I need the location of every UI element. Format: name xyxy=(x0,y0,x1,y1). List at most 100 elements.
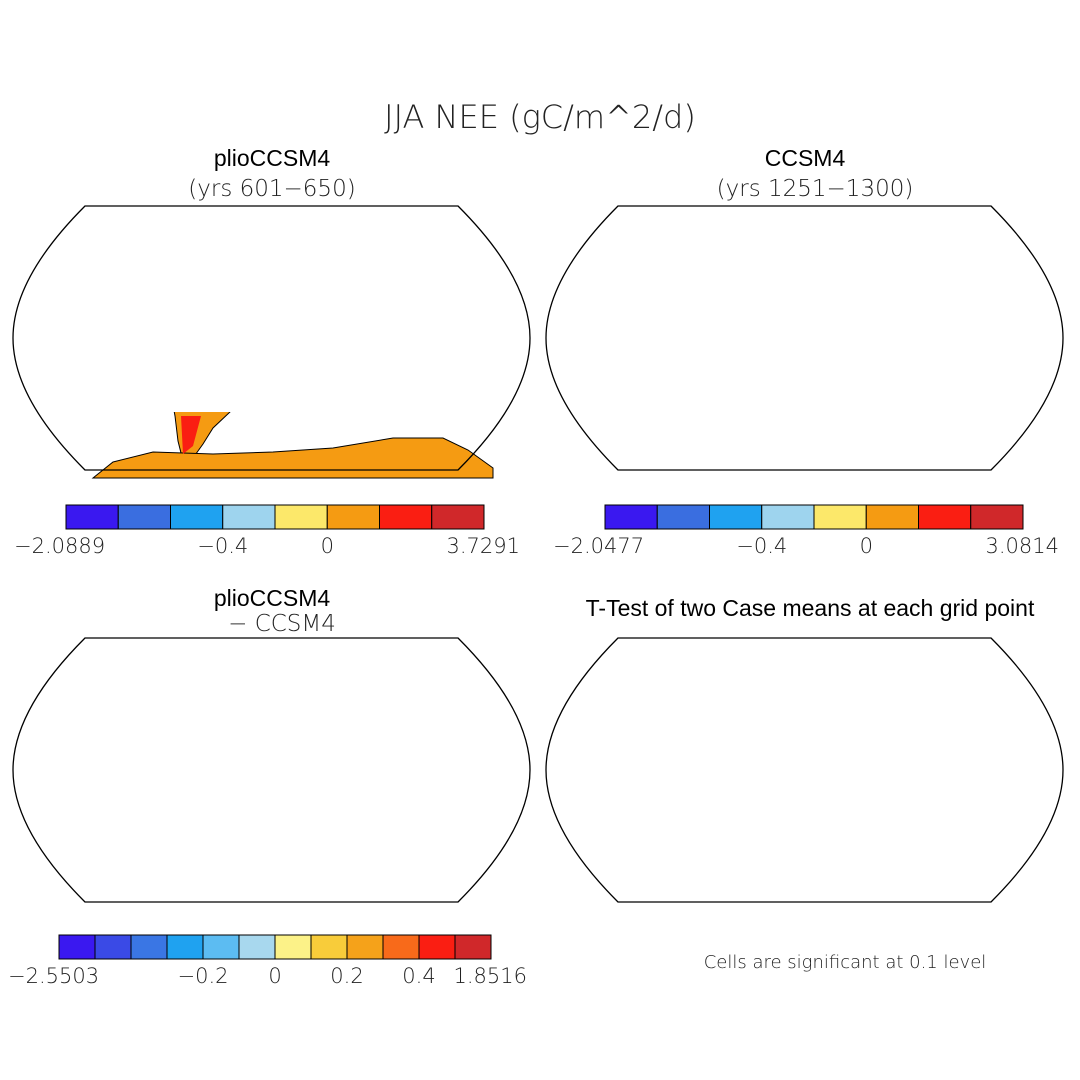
india-red xyxy=(911,304,934,328)
colorbar-swatch xyxy=(813,504,867,530)
eurasia-yellow xyxy=(368,276,413,296)
na-lightblue-region xyxy=(83,241,143,294)
na-lightblue xyxy=(686,276,721,301)
colorbar-ccsm4: −2.0477 −0.4 0 3.0814 xyxy=(553,504,1059,558)
colorbar-swatch xyxy=(418,934,456,960)
na-blue xyxy=(163,693,198,724)
eurasia-blue xyxy=(268,670,303,692)
africa-red-band xyxy=(281,758,343,764)
colorbar-swatch xyxy=(274,934,312,960)
eurasia-cyan-region xyxy=(313,266,413,294)
antarctica-yellow xyxy=(93,870,493,910)
sa-south-red xyxy=(181,850,198,878)
na-blue-region xyxy=(141,238,208,294)
na-blue-region xyxy=(676,238,741,286)
seasia-blue xyxy=(948,318,971,334)
australia-yellow xyxy=(443,374,491,396)
africa-yellow-band xyxy=(814,318,878,332)
colorbar-swatch xyxy=(222,504,276,530)
colorbar-tick-label: 0 xyxy=(860,534,873,558)
colorbar-tick-label: −0.4 xyxy=(197,534,248,558)
colorbar-swatch xyxy=(238,934,276,960)
eurasia-yellow xyxy=(313,672,358,690)
antarctica-outline xyxy=(626,870,1026,910)
africa-red xyxy=(836,338,871,378)
panel-plio: plioCCSM4 (yrs 601−650) xyxy=(12,145,531,478)
panel-title: T-Test of two Case means at each grid po… xyxy=(586,595,1035,621)
colorbar-tick-label: −0.4 xyxy=(736,534,787,558)
colorbar-swatch xyxy=(709,504,763,530)
colorbar-swatch xyxy=(274,504,328,530)
colorbar-tick-label: 3.7291 xyxy=(447,534,520,558)
africa-deepblue xyxy=(315,346,329,366)
panel-title: plioCCSM4 xyxy=(214,585,331,611)
india-yellow xyxy=(378,736,401,760)
na-red-region xyxy=(654,302,691,330)
panel-subtitle: − CCSM4 xyxy=(228,611,336,637)
colorbar-swatch xyxy=(970,504,1024,530)
sa-south-red xyxy=(181,416,201,454)
panel-title: CCSM4 xyxy=(765,145,846,171)
greenland-yellow xyxy=(173,652,235,680)
colorbar-swatch xyxy=(454,934,492,960)
colorbar-swatch xyxy=(604,504,658,530)
map-plio xyxy=(26,234,530,478)
land-nee xyxy=(604,220,1031,478)
colorbar-swatch xyxy=(170,504,224,530)
na-red-region xyxy=(123,306,163,334)
colorbar-tick-label: −2.5503 xyxy=(8,964,99,988)
land-significant xyxy=(604,652,1031,893)
colorbar-tick-label: 0.2 xyxy=(330,964,363,988)
figure-title: JJA NEE (gC/m^2/d) xyxy=(384,98,696,136)
map-difference xyxy=(13,638,530,910)
colorbar-tick-label: 0 xyxy=(268,964,281,988)
colorbar-swatch xyxy=(761,504,815,530)
africa-yellow xyxy=(275,736,345,756)
eurasia-blue-region xyxy=(293,234,468,274)
colorbar-swatch xyxy=(656,504,710,530)
colorbar-swatch xyxy=(310,934,348,960)
colorbar-plio: −2.0889 −0.4 0 3.7291 xyxy=(14,504,520,558)
map-ccsm4 xyxy=(546,206,1063,478)
colorbar-difference: −2.5503 −0.2 0 0.2 0.4 1.8516 xyxy=(8,934,527,988)
panel-ccsm4: CCSM4 (yrs 1251−1300) xyxy=(545,145,1064,478)
colorbar-tick-label: −0.2 xyxy=(178,964,229,988)
australia-yellow xyxy=(443,806,491,828)
panel-ttest: T-Test of two Case means at each grid po… xyxy=(545,595,1064,973)
india-red xyxy=(378,304,401,328)
eurasia-cyan-region xyxy=(841,262,956,296)
sa-red-region xyxy=(714,374,758,416)
colorbar-swatch xyxy=(346,934,384,960)
colorbar-tick-label: 0.4 xyxy=(402,964,435,988)
africa-yellow-band xyxy=(281,318,345,332)
sa-red xyxy=(193,810,221,836)
na-orange xyxy=(138,720,163,742)
eurasia-red xyxy=(373,680,428,698)
panel-difference: plioCCSM4 − CCSM4 xyxy=(12,585,531,910)
colorbar-swatch xyxy=(382,934,420,960)
colorbar-tick-label: 0 xyxy=(321,534,334,558)
land-not-significant xyxy=(632,674,1008,864)
sa-red-region xyxy=(188,376,228,411)
colorbar-tick-label: −2.0477 xyxy=(553,534,644,558)
africa-blue-region xyxy=(301,336,338,376)
colorbar-tick-label: 1.8516 xyxy=(454,964,527,988)
panel-title: plioCCSM4 xyxy=(214,145,331,171)
colorbar-swatch xyxy=(326,504,380,530)
na-cyan-region xyxy=(616,241,676,286)
sa-blue xyxy=(744,370,758,386)
colorbar-swatch xyxy=(431,504,485,530)
australia-yellow xyxy=(976,374,1024,396)
significance-note: Cells are significant at 0.1 level xyxy=(704,952,987,973)
colorbar-swatch xyxy=(130,934,168,960)
land-diff xyxy=(71,652,498,910)
colorbar-swatch xyxy=(117,504,171,530)
colorbar-swatch xyxy=(865,504,919,530)
na-cyan-region xyxy=(103,284,143,318)
colorbar-tick-label: −2.0889 xyxy=(14,534,105,558)
colorbar-swatch xyxy=(918,504,972,530)
colorbar-swatch xyxy=(202,934,240,960)
colorbar-swatch xyxy=(94,934,132,960)
na-red xyxy=(108,683,138,718)
